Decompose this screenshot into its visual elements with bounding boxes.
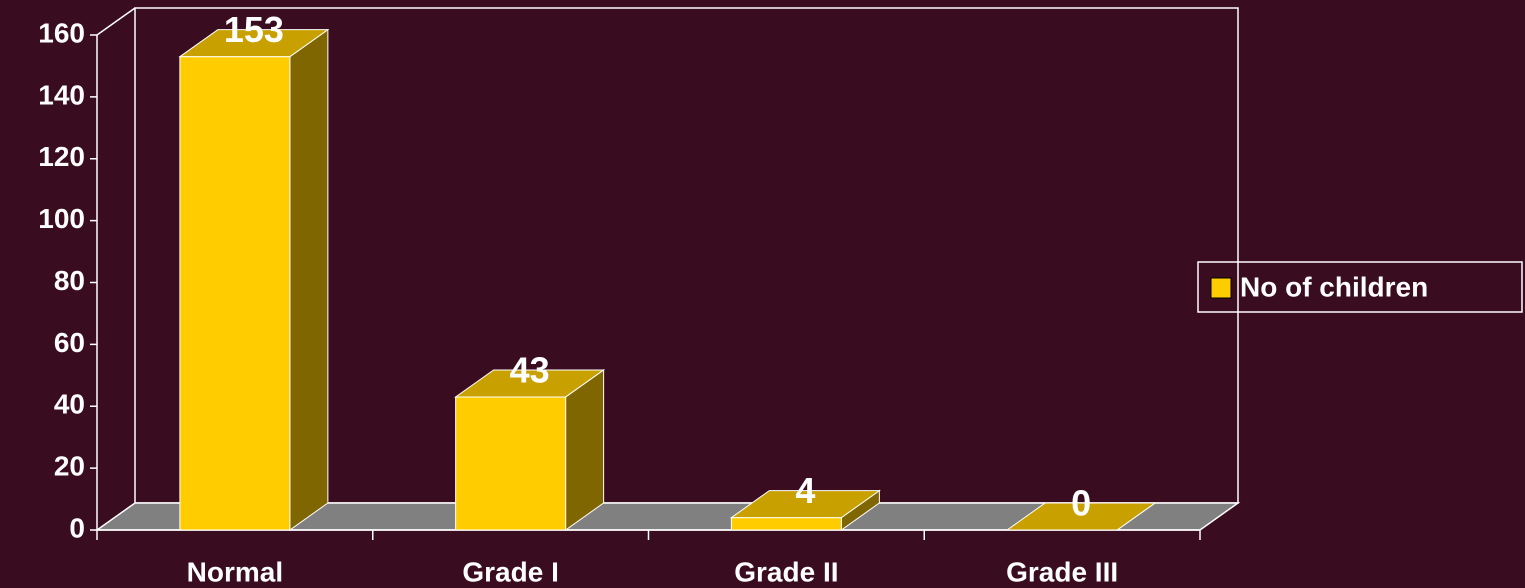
bar-side [289, 28, 329, 531]
value-label: 43 [510, 349, 550, 390]
y-tick-label: 120 [38, 141, 85, 172]
bar [455, 396, 567, 531]
legend-box [1197, 261, 1523, 313]
bar [179, 56, 291, 531]
bar-top [178, 29, 330, 58]
x-tick-label: Grade II [734, 556, 838, 587]
y-tick-label: 0 [69, 512, 85, 543]
bar-top [454, 369, 606, 398]
y-axis-depth [96, 7, 136, 36]
value-label: 0 [1071, 483, 1091, 524]
bar-top [729, 490, 881, 519]
bar-top [1005, 502, 1157, 531]
y-tick-label: 160 [38, 17, 85, 48]
x-tick-label: Normal [187, 556, 283, 587]
y-tick-label: 100 [38, 203, 85, 234]
value-label: 153 [224, 9, 284, 50]
y-tick-label: 40 [54, 389, 85, 420]
value-label: 4 [795, 470, 815, 511]
y-tick-label: 20 [54, 451, 85, 482]
bar-side [565, 369, 605, 531]
y-tick-label: 80 [54, 265, 85, 296]
bar [730, 517, 842, 531]
y-tick-label: 140 [38, 79, 85, 110]
legend-swatch [1210, 277, 1232, 299]
y-tick-label: 60 [54, 327, 85, 358]
x-tick-label: Grade I [462, 556, 558, 587]
legend-label: No of children [1240, 271, 1428, 302]
x-tick-label: Grade III [1006, 556, 1118, 587]
